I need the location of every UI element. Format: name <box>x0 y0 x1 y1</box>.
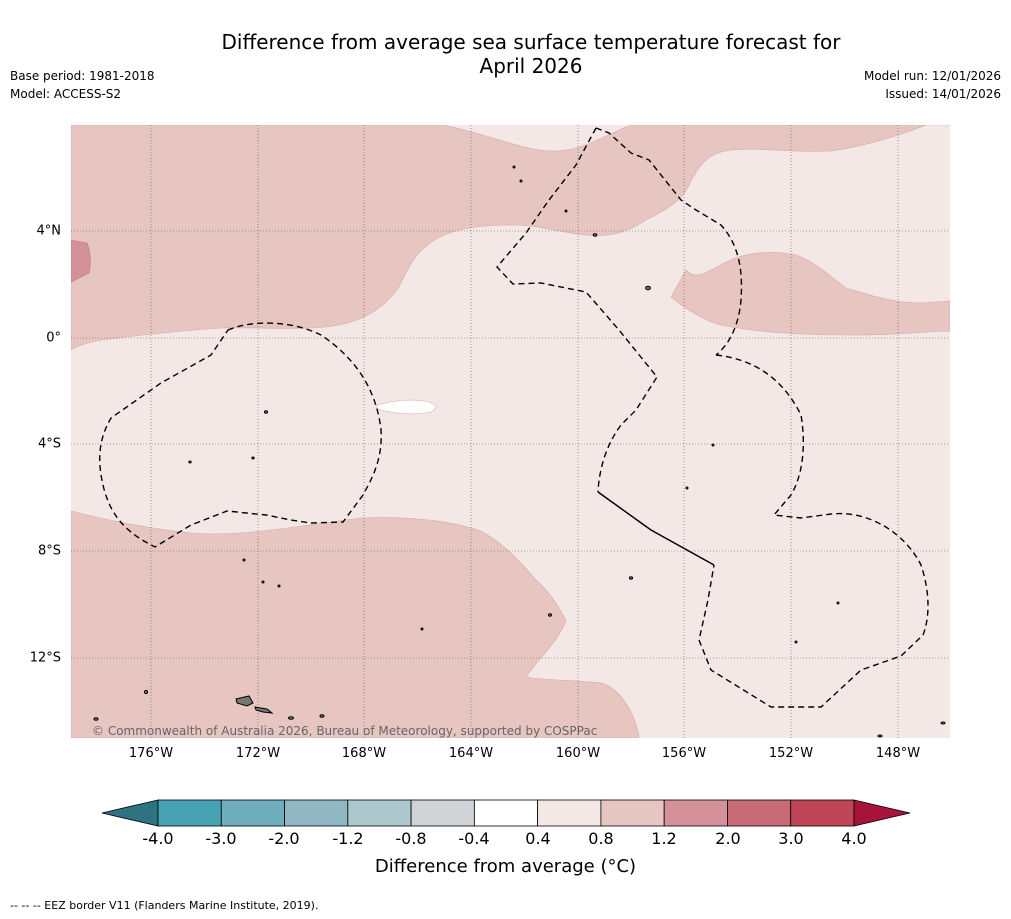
island-small-i <box>645 285 651 291</box>
title-line-2: April 2026 <box>479 54 583 78</box>
island-small-h <box>592 233 598 237</box>
title-line-1: Difference from average sea surface temp… <box>221 30 841 54</box>
colorbar <box>100 798 912 828</box>
island-small-k <box>519 179 523 183</box>
lat-label-0: 0° <box>46 330 61 346</box>
eez-border-west <box>99 322 382 548</box>
island-small-d <box>319 714 325 718</box>
colorbar-segment <box>157 799 222 827</box>
island-small-e <box>263 410 269 414</box>
colorbar-tick: -0.8 <box>395 829 427 848</box>
eez-borders <box>99 127 929 708</box>
island-small-s <box>794 640 798 644</box>
lat-label-4s: 4°S <box>37 436 61 452</box>
island-small-c <box>288 716 294 720</box>
lon-label-168w: 168°W <box>341 746 387 761</box>
lon-label-164w: 164°W <box>448 746 494 761</box>
island-small-m <box>711 443 715 447</box>
colorbar-segment <box>790 799 855 827</box>
colorbar-tick: 4.0 <box>841 829 867 848</box>
island-small-t <box>877 734 883 738</box>
colorbar-segment <box>600 799 665 827</box>
eez-border-north <box>496 127 658 493</box>
island-small-a <box>143 689 149 695</box>
colorbar-svg <box>101 799 911 827</box>
lon-label-156w: 156°W <box>661 746 707 761</box>
lon-label-148w: 148°W <box>875 746 921 761</box>
graticule <box>71 125 950 738</box>
colorbar-tick: -1.2 <box>332 829 364 848</box>
meta-right: Model run: 12/01/2026 Issued: 14/01/2026 <box>864 67 1001 103</box>
island-small-v <box>242 558 246 562</box>
island-small-w <box>261 580 265 584</box>
base-period: Base period: 1981-2018 <box>10 69 155 83</box>
island-upolu <box>254 706 274 714</box>
lon-label-172w: 172°W <box>235 746 281 761</box>
colorbar-tick: 3.0 <box>778 829 804 848</box>
island-small-r <box>836 601 840 605</box>
eez-border-tuvalu-tokelau <box>595 127 743 356</box>
colorbar-segment <box>537 799 602 827</box>
model-run: Model run: 12/01/2026 <box>863 69 1001 83</box>
island-savaii <box>235 695 254 707</box>
map-credit: © Commonwealth of Australia 2026, Bureau… <box>92 724 598 738</box>
lon-label-160w: 160°W <box>555 746 601 761</box>
lat-label-8s: 8°S <box>37 543 61 559</box>
model-name: Model: ACCESS-S2 <box>10 87 122 101</box>
colorbar-segment <box>727 799 792 827</box>
colorbar-segment <box>473 799 539 827</box>
lon-label-176w: 176°W <box>128 746 174 761</box>
lat-label-4n: 4°N <box>36 223 62 239</box>
solid-border-segment <box>597 491 715 566</box>
colorbar-tick: 0.4 <box>525 829 551 848</box>
eez-border-east <box>698 354 929 708</box>
meta-left: Base period: 1981-2018 Model: ACCESS-S2 <box>10 67 155 103</box>
colorbar-tick: 2.0 <box>715 829 741 848</box>
anomaly-hot-west <box>71 239 91 283</box>
island-small-x <box>277 584 281 588</box>
issued-date: Issued: 14/01/2026 <box>885 87 1001 101</box>
island-small-u <box>940 721 946 725</box>
colorbar-tick: -3.0 <box>205 829 237 848</box>
anomaly-warm-top <box>71 125 950 351</box>
island-small-n <box>685 486 689 490</box>
colorbar-tick: -4.0 <box>142 829 174 848</box>
island-small-o <box>628 576 634 580</box>
island-small-j <box>512 165 516 169</box>
colorbar-segment <box>663 799 728 827</box>
colorbar-tick: 0.8 <box>588 829 614 848</box>
colorbar-extend-low <box>101 799 159 827</box>
eez-legend-note: -- -- -- EEZ border V11 (Flanders Marine… <box>10 899 319 912</box>
island-small-f <box>251 456 255 460</box>
island-small-p <box>548 613 552 617</box>
map-svg <box>71 125 950 738</box>
colorbar-segment <box>347 799 412 827</box>
anomaly-neutral-patch <box>376 399 437 415</box>
colorbar-tick: -2.0 <box>268 829 300 848</box>
island-small-l <box>564 209 568 213</box>
colorbar-extend-high <box>853 799 911 827</box>
island-small-b <box>93 717 99 721</box>
islands <box>93 165 946 738</box>
colorbar-title: Difference from average (°C) <box>374 856 637 877</box>
colorbar-segment <box>220 799 285 827</box>
map-title: Difference from average sea surface temp… <box>0 30 1011 78</box>
colorbar-tick: -0.4 <box>458 829 490 848</box>
anomaly-warm-south <box>71 510 640 738</box>
island-small-g <box>188 460 192 464</box>
colorbar-segment <box>410 799 475 827</box>
lon-label-152w: 152°W <box>768 746 814 761</box>
colorbar-tick: 1.2 <box>651 829 677 848</box>
colorbar-segment <box>284 799 349 827</box>
sst-map <box>71 125 950 738</box>
lat-label-12s: 12°S <box>29 650 61 666</box>
island-small-q <box>420 627 424 631</box>
